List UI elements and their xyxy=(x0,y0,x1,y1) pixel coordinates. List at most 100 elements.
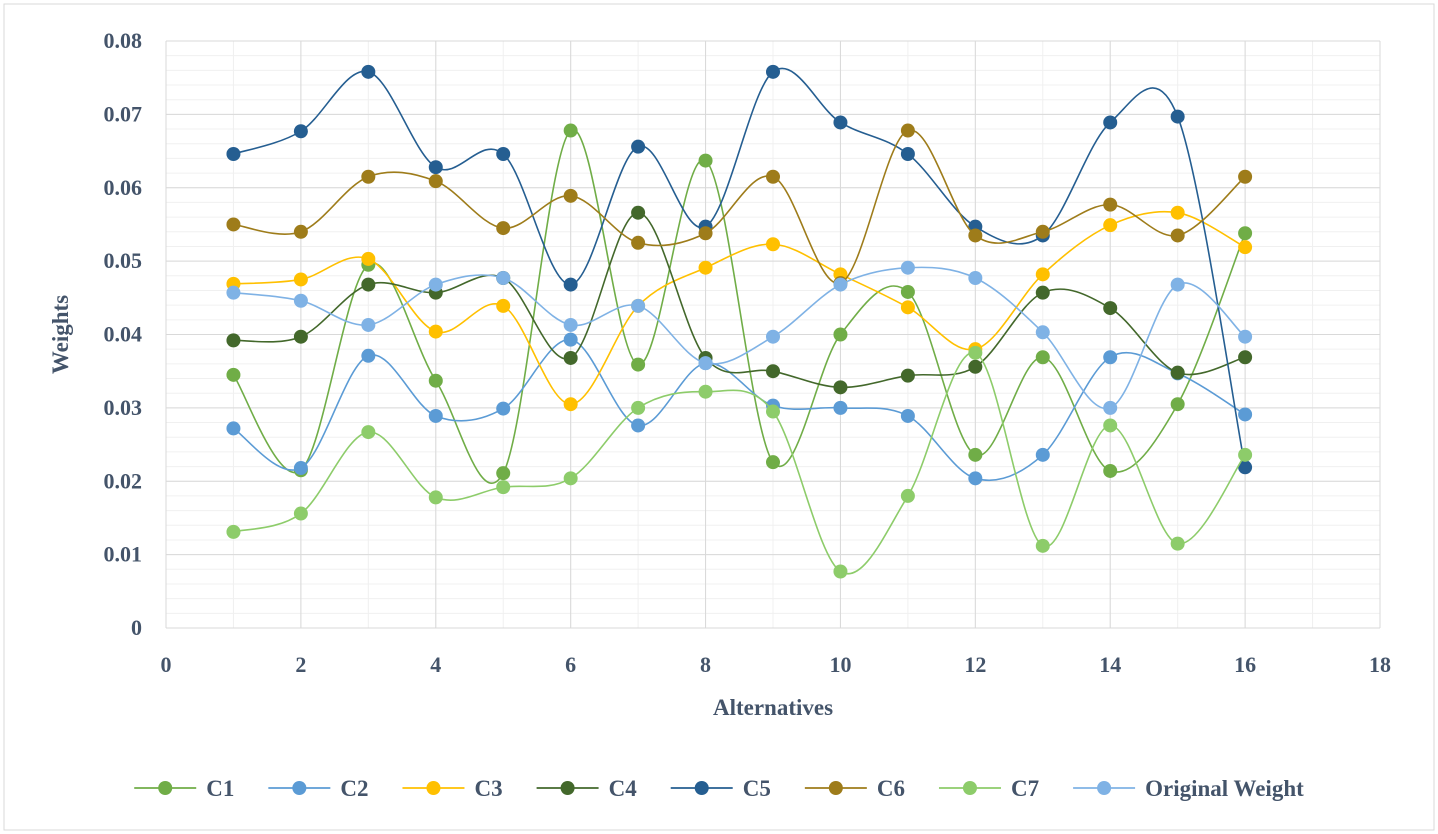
x-tick-label: 16 xyxy=(1234,652,1256,677)
data-point-c7 xyxy=(968,345,983,360)
data-point-c6 xyxy=(1238,169,1253,184)
legend-swatch-marker xyxy=(828,781,843,795)
data-point-c3 xyxy=(1103,218,1118,233)
y-tick-label: 0.04 xyxy=(104,322,143,347)
data-point-c2 xyxy=(428,408,443,423)
data-point-c1 xyxy=(428,373,443,388)
data-point-c4 xyxy=(361,277,376,292)
series-c1 xyxy=(226,123,1253,484)
legend-item-c7: C7 xyxy=(938,776,1039,801)
series-original-weight xyxy=(226,260,1253,415)
y-tick-label: 0.05 xyxy=(104,248,143,273)
y-axis-title: Weights xyxy=(48,295,73,374)
data-point-c4 xyxy=(968,359,983,374)
legend-swatch-marker xyxy=(292,781,307,795)
data-point-c1 xyxy=(833,327,848,342)
data-point-original-weight xyxy=(833,277,848,292)
data-point-c5 xyxy=(428,160,443,175)
data-point-c7 xyxy=(428,490,443,505)
data-point-original-weight xyxy=(1035,325,1050,340)
data-point-c6 xyxy=(1103,197,1118,212)
data-point-c6 xyxy=(428,174,443,189)
data-point-c1 xyxy=(968,447,983,462)
x-tick-label: 14 xyxy=(1099,652,1121,677)
data-point-c2 xyxy=(226,421,241,436)
data-point-c2 xyxy=(968,471,983,486)
data-point-c7 xyxy=(1103,418,1118,433)
data-point-original-weight xyxy=(496,271,511,286)
legend-swatch-marker xyxy=(962,781,977,795)
data-point-c7 xyxy=(766,404,780,419)
y-axis-ticks: 0 0.01 0.02 0.03 0.04 0.05 0.06 0.07 0.08 xyxy=(104,28,143,640)
legend-item-c4: C4 xyxy=(536,776,637,801)
legend-swatch-marker xyxy=(158,781,173,795)
data-point-original-weight xyxy=(968,271,983,286)
series-c2 xyxy=(226,332,1253,486)
data-point-c1 xyxy=(1103,463,1118,478)
data-point-c2 xyxy=(1238,407,1253,422)
data-point-c1 xyxy=(1170,397,1185,412)
data-point-c6 xyxy=(1170,228,1185,243)
legend-item-original-weight: Original Weight xyxy=(1073,776,1304,801)
y-tick-label: 0.01 xyxy=(104,542,143,567)
data-point-c7 xyxy=(1238,447,1253,462)
data-point-c6 xyxy=(968,228,983,243)
data-point-c6 xyxy=(563,188,578,203)
legend-swatch-marker xyxy=(426,781,441,795)
y-tick-label: 0.02 xyxy=(104,468,143,493)
series-c4 xyxy=(226,205,1253,395)
data-point-c3 xyxy=(766,237,780,252)
data-point-c5 xyxy=(1170,109,1185,124)
data-point-c5 xyxy=(833,115,848,130)
data-point-c5 xyxy=(361,64,376,79)
legend-item-c2: C2 xyxy=(268,776,368,801)
data-point-c1 xyxy=(1238,226,1253,241)
data-point-c2 xyxy=(900,408,915,423)
x-tick-label: 18 xyxy=(1369,652,1391,677)
data-point-original-weight xyxy=(1170,277,1185,292)
data-point-original-weight xyxy=(900,260,915,275)
data-point-c2 xyxy=(361,348,376,363)
data-point-c6 xyxy=(631,235,646,250)
data-point-c2 xyxy=(496,401,511,416)
x-tick-label: 4 xyxy=(430,652,441,677)
data-point-c2 xyxy=(293,461,308,476)
legend-item-c5: C5 xyxy=(670,776,771,801)
data-point-c7 xyxy=(361,425,376,440)
y-tick-label: 0.08 xyxy=(104,28,143,53)
data-point-c1 xyxy=(496,466,511,481)
data-point-c4 xyxy=(1035,285,1050,300)
data-point-original-weight xyxy=(766,329,780,344)
data-point-c7 xyxy=(293,506,308,521)
series-c7 xyxy=(226,345,1253,579)
data-point-c4 xyxy=(1170,365,1185,380)
data-point-original-weight xyxy=(631,298,646,313)
x-axis-title: Alternatives xyxy=(713,695,833,720)
data-point-c5 xyxy=(293,124,308,139)
data-point-c3 xyxy=(698,260,713,275)
data-point-c1 xyxy=(631,357,646,372)
data-point-c7 xyxy=(1170,536,1185,551)
y-tick-label: 0 xyxy=(131,615,142,640)
data-point-c3 xyxy=(563,397,578,412)
legend-swatch-marker xyxy=(1097,781,1112,795)
data-point-c5 xyxy=(496,146,511,161)
data-point-original-weight xyxy=(226,285,241,300)
data-point-c3 xyxy=(496,298,511,313)
data-point-c4 xyxy=(900,368,915,383)
data-point-c7 xyxy=(1035,538,1050,553)
data-point-c3 xyxy=(1170,205,1185,220)
legend-swatch-marker xyxy=(694,781,709,795)
data-point-c4 xyxy=(1238,350,1253,365)
series-layer xyxy=(226,64,1253,579)
data-point-c6 xyxy=(766,169,780,184)
data-point-c4 xyxy=(293,329,308,344)
data-point-c4 xyxy=(1103,301,1118,316)
data-point-c1 xyxy=(900,284,915,299)
data-point-c6 xyxy=(900,123,915,138)
data-point-c5 xyxy=(900,146,915,161)
data-point-c6 xyxy=(698,226,713,241)
y-tick-label: 0.06 xyxy=(104,175,143,200)
data-point-c2 xyxy=(1103,350,1118,365)
